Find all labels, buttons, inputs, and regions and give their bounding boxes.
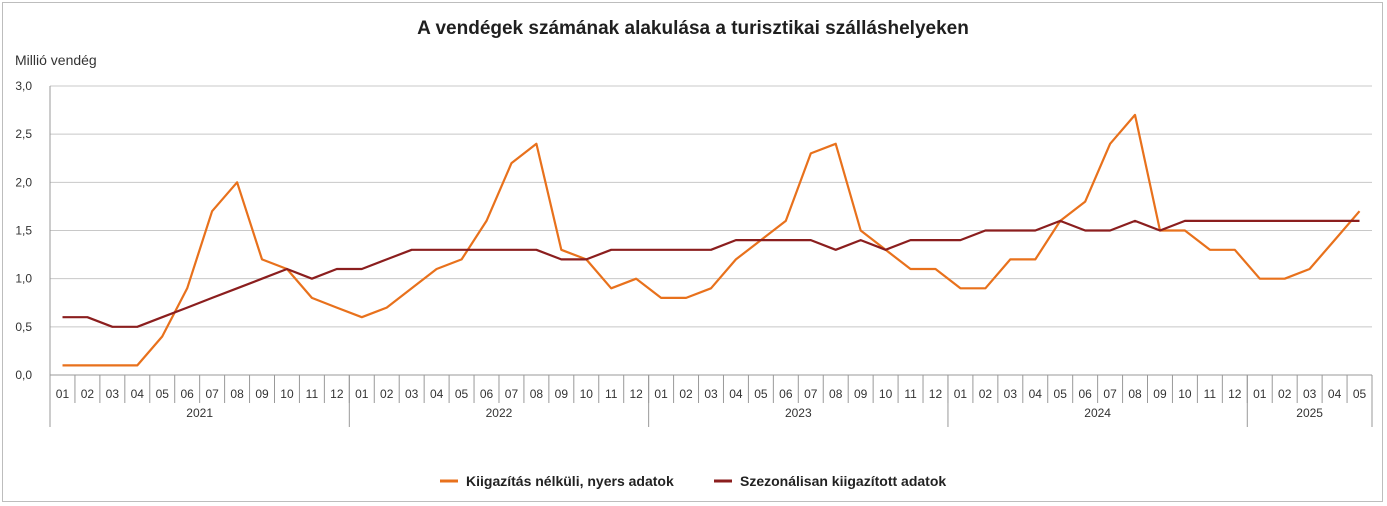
- x-tick-label: 09: [1153, 387, 1167, 401]
- x-tick-label: 03: [1004, 387, 1018, 401]
- x-tick-label: 12: [1228, 387, 1242, 401]
- x-tick-label: 03: [704, 387, 718, 401]
- x-tick-label: 05: [156, 387, 170, 401]
- x-tick-label: 02: [380, 387, 394, 401]
- x-tick-label: 07: [804, 387, 818, 401]
- y-tick-label: 3,0: [15, 79, 32, 93]
- x-tick-label: 01: [56, 387, 70, 401]
- series-line-seasonally-adjusted: [62, 219, 1360, 328]
- x-tick-label: 10: [580, 387, 594, 401]
- x-tick-label: 06: [779, 387, 793, 401]
- y-tick-label: 0,5: [15, 320, 32, 334]
- x-tick-label: 06: [480, 387, 494, 401]
- y-axis-ticks: 0,0 0,5 1,0 1,5 2,0 2,5 3,0: [15, 79, 32, 382]
- x-tick-label: 05: [1054, 387, 1068, 401]
- x-tick-label: 05: [1353, 387, 1367, 401]
- x-tick-label: 08: [230, 387, 244, 401]
- series-lines: [62, 113, 1361, 367]
- x-tick-label: 02: [979, 387, 993, 401]
- year-label: 2025: [1296, 406, 1323, 420]
- year-label: 2021: [186, 406, 213, 420]
- x-tick-label: 09: [255, 387, 269, 401]
- x-tick-label: 05: [754, 387, 768, 401]
- x-tick-label: 11: [306, 387, 319, 401]
- x-tick-label: 04: [430, 387, 444, 401]
- x-tick-label: 10: [280, 387, 294, 401]
- x-tick-label: 11: [1204, 387, 1217, 401]
- year-label: 2024: [1084, 406, 1111, 420]
- x-tick-label: 01: [954, 387, 968, 401]
- x-tick-label: 07: [505, 387, 519, 401]
- x-tick-label: 04: [1328, 387, 1342, 401]
- y-tick-label: 2,5: [15, 127, 32, 141]
- x-tick-label: 09: [854, 387, 868, 401]
- x-tick-label: 08: [1128, 387, 1142, 401]
- x-tick-label: 01: [355, 387, 369, 401]
- x-tick-label: 03: [405, 387, 419, 401]
- y-tick-label: 2,0: [15, 175, 32, 189]
- x-tick-label: 01: [654, 387, 668, 401]
- x-tick-label: 06: [181, 387, 195, 401]
- x-tick-label: 02: [1278, 387, 1292, 401]
- x-tick-label: 07: [205, 387, 219, 401]
- x-tick-label: 11: [605, 387, 618, 401]
- x-tick-label: 07: [1103, 387, 1117, 401]
- year-label: 2023: [785, 406, 812, 420]
- x-tick-label: 12: [629, 387, 643, 401]
- x-tick-label: 12: [929, 387, 943, 401]
- y-axis-label: Millió vendég: [15, 52, 97, 68]
- x-tick-label: 06: [1078, 387, 1092, 401]
- x-tick-label: 04: [729, 387, 743, 401]
- x-tick-label: 08: [530, 387, 544, 401]
- x-axis: 01 02 03 04 05 06 07 08 09 10 11 12 01 02 03 04 05 06 07 08…: [49, 374, 1373, 427]
- x-tick-label: 12: [330, 387, 344, 401]
- x-tick-label: 11: [904, 387, 917, 401]
- year-label: 2022: [486, 406, 513, 420]
- x-tick-label: 10: [1178, 387, 1192, 401]
- x-tick-label: 04: [1029, 387, 1043, 401]
- legend-label: Szezonálisan kiigazított adatok: [740, 473, 946, 489]
- series-line-raw: [62, 113, 1361, 367]
- y-tick-label: 0,0: [15, 368, 32, 382]
- legend: Kiigazítás nélküli, nyers adatok Szezonál…: [440, 473, 946, 489]
- x-tick-label: 03: [1303, 387, 1317, 401]
- x-tick-label: 08: [829, 387, 843, 401]
- x-tick-label: 03: [106, 387, 120, 401]
- legend-label: Kiigazítás nélküli, nyers adatok: [466, 473, 674, 489]
- y-tick-label: 1,0: [15, 272, 32, 286]
- x-tick-label: 05: [455, 387, 469, 401]
- y-tick-label: 1,5: [15, 224, 32, 238]
- x-tick-label: 02: [81, 387, 95, 401]
- x-tick-label: 01: [1253, 387, 1267, 401]
- x-tick-label: 09: [555, 387, 569, 401]
- x-tick-label: 04: [131, 387, 145, 401]
- x-tick-label: 10: [879, 387, 893, 401]
- chart-title: A vendégek számának alakulása a turiszti…: [417, 18, 969, 39]
- x-tick-label: 02: [679, 387, 693, 401]
